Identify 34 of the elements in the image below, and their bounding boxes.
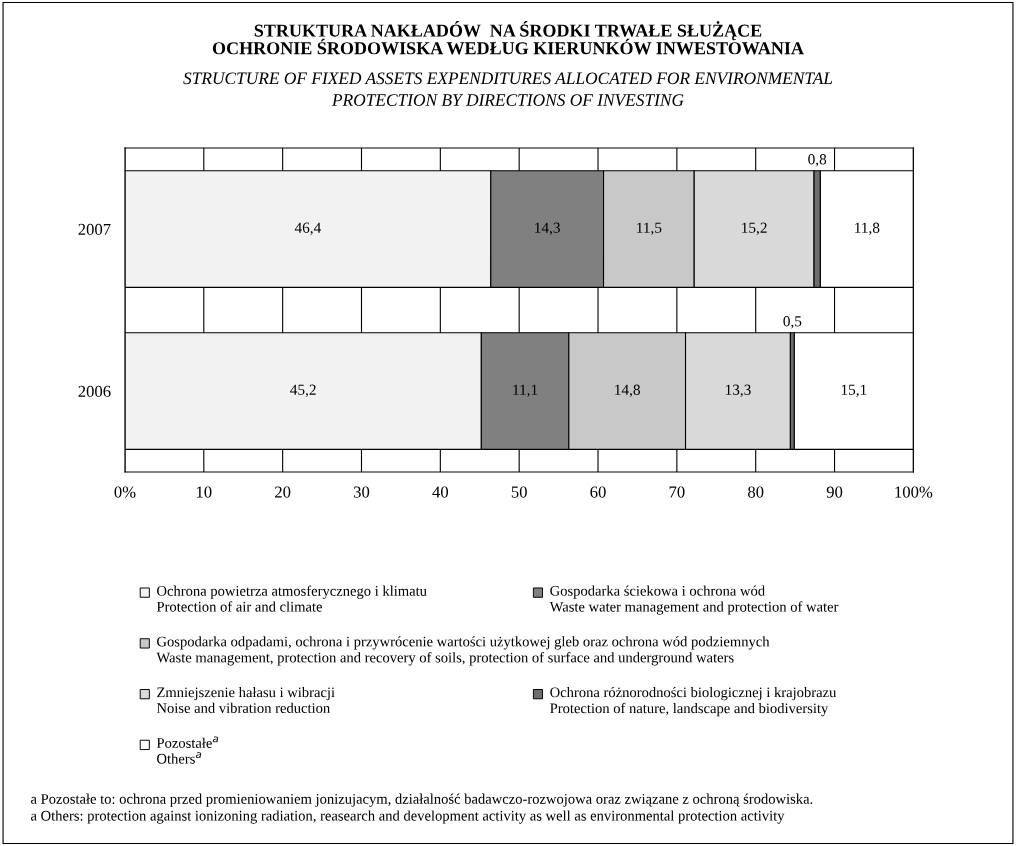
legend-label: Gospodarka ściekowa i ochrona wód Waste water management and protection of water [549, 585, 839, 615]
x-tick-label: 0% [114, 486, 136, 498]
legend-label: Ochrona różnorodności biologicznej i krajobrazu Protection of nature, landscape and biodiversity [550, 686, 837, 717]
legend-label: Ochrona powietrza atmosferycznego i klimatu Protection of air and climate [156, 585, 427, 612]
chart-subtitle: STRUCTURE OF FIXED ASSETS EXPENDITURES ALLOCATED FOR ENVIRONMENTAL PROTECTION BY DIRECTIONS OF INVESTING [183, 72, 833, 106]
x-tick-label: 50 [511, 486, 527, 498]
data-label: 0,5 [783, 316, 802, 329]
x-tick-label: 70 [669, 486, 685, 498]
data-label: 11,5 [637, 222, 662, 236]
x-tick-label: 10 [196, 486, 212, 498]
data-label: 0,8 [808, 154, 827, 167]
x-tick-label: 40 [432, 486, 449, 498]
data-label: 14,3 [535, 222, 560, 236]
chart-title: STRUKTURA NAKŁADÓW NA ŚRODKI TRWAŁE SŁUŻĄCE OCHRONIE ŚRODOWISKA WEDŁUG KIERUNKÓW INWESTOWANIA [212, 21, 804, 55]
data-label: 15,1 [841, 384, 867, 398]
data-label: 11,8 [855, 222, 880, 236]
text: a Pozostałe to: ochrona przed promieniowaniem jonizujacym, działalność badawczo-rozwojowa oraz związane z ochroną środowiska. a Others: protection against ionizoning radiation, reasearch and development activity as well as environmental protection activity [30, 793, 813, 824]
x-tick-label: 80 [748, 486, 764, 498]
legend-label: Gospodarka odpadami, ochrona i przywrócenie wartości użytkowej gleb oraz ochrona wód podziemnych Waste management, protection and recovery of soils, protection of surface and underground waters [156, 636, 770, 666]
data-label: 13,3 [725, 384, 751, 398]
x-tick-label: 60 [590, 486, 606, 498]
y-tick-label: 2007 [78, 223, 111, 235]
text: Pozostałe$^{a}$ Others$^{a}$ [156, 736, 219, 764]
x-tick-label: 90 [826, 486, 843, 498]
y-tick-label: 2006 [78, 385, 111, 398]
legend-label: Zmniejszenie hałasu i wibracji Noise and vibration reduction [156, 686, 335, 713]
x-tick-label: 100% [895, 486, 933, 498]
data-label: 14,8 [615, 384, 640, 398]
data-label: 46,4 [294, 222, 322, 236]
data-label: 11,1 [513, 384, 538, 398]
data-label: 15,2 [742, 222, 767, 236]
x-tick-label: 20 [275, 486, 291, 498]
data-label: 45,2 [290, 384, 316, 398]
x-tick-label: 30 [353, 486, 370, 498]
